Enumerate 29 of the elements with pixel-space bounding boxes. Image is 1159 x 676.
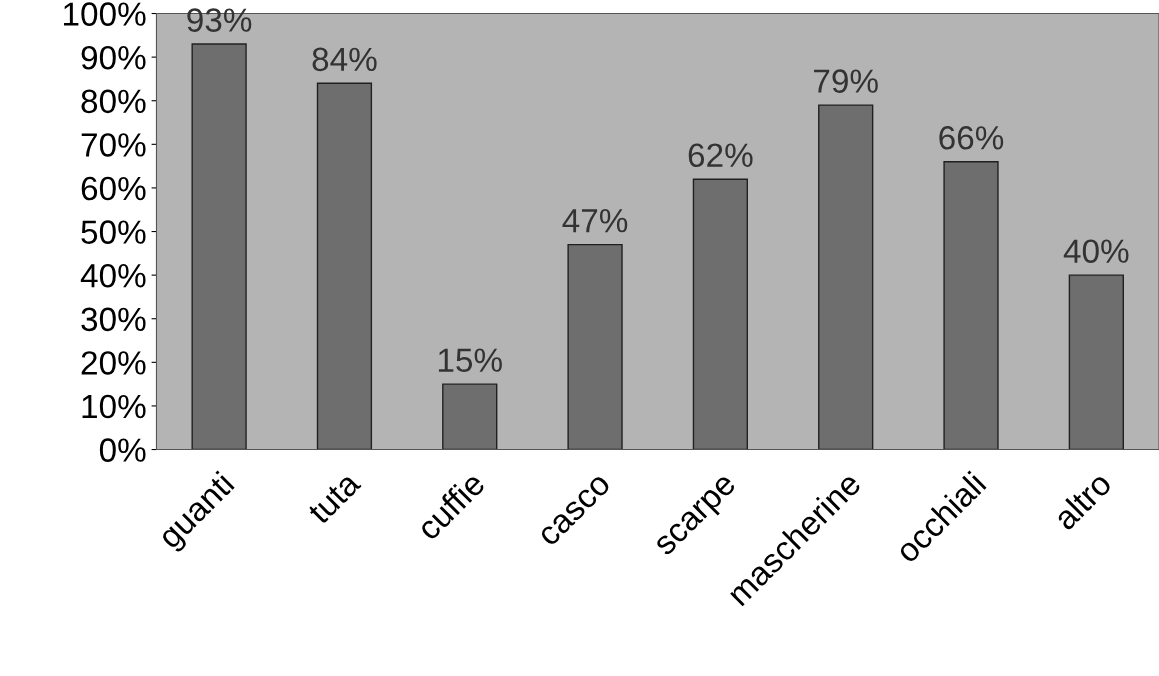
data-label: 66% [939, 126, 1004, 150]
y-tick-label: 80% [81, 89, 146, 114]
bar [1068, 274, 1124, 450]
y-tick-label: 30% [81, 307, 146, 332]
bar [191, 43, 247, 450]
y-tick-label: 20% [81, 351, 146, 375]
y-tick-label: 60% [81, 176, 146, 201]
data-label: 15% [438, 348, 502, 372]
x-tick-label: tuta [307, 470, 362, 526]
y-tick-label: 40% [80, 263, 146, 288]
bar [316, 82, 373, 450]
bar [567, 243, 623, 450]
data-label: 47% [562, 209, 628, 233]
bar [943, 161, 999, 450]
y-tick-label: 0% [99, 438, 146, 462]
data-label: 93% [187, 8, 252, 32]
bar [692, 178, 749, 450]
data-label: 84% [312, 47, 377, 72]
y-tick-label: 90% [81, 45, 146, 70]
y-tick-label: 100% [64, 2, 146, 26]
y-tick-label: 70% [81, 133, 146, 157]
bar [818, 104, 874, 450]
bar [442, 383, 498, 450]
y-tick-label: 10% [82, 394, 146, 419]
y-tick-label: 50% [81, 220, 146, 244]
data-label: 62% [688, 143, 753, 168]
x-tick-label: altro [1051, 469, 1113, 532]
data-label: 40% [1063, 239, 1129, 263]
data-label: 79% [814, 69, 878, 93]
